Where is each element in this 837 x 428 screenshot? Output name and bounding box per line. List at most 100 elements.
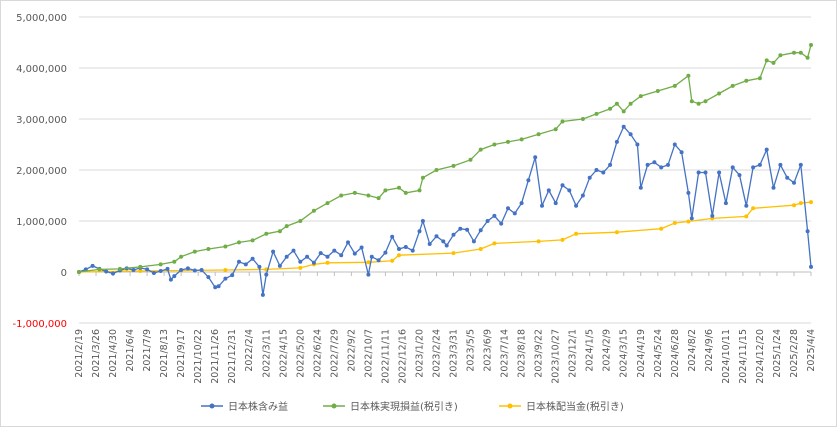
y-tick-label: 2,000,000 [16,166,67,177]
x-tick-label: 2024/12/20 [755,329,766,384]
data-point [757,76,762,81]
data-point [757,162,762,167]
x-tick-label: 2024/2/9 [602,329,613,372]
x-tick-label: 2024/3/15 [619,329,630,378]
data-point [560,183,565,188]
legend-label: 日本株配当金(税引き) [526,400,624,413]
x-tick-label: 2022/9/2 [346,329,357,372]
data-point [601,170,606,175]
data-point [546,188,551,193]
data-point [506,206,510,211]
data-point [369,254,374,259]
x-tick-label: 2025/1/24 [772,329,783,378]
data-point [764,147,769,152]
data-point [809,264,813,269]
x-tick-label: 2024/10/11 [721,329,732,384]
data-point [237,240,241,245]
data-point [403,190,408,195]
data-point [77,270,81,274]
data-point [519,137,524,142]
x-tick-label: 2024/1/5 [585,329,596,372]
x-tick-label: 2024/9/6 [704,329,715,372]
data-point [158,269,163,273]
x-tick-label: 2021/12/31 [227,329,238,384]
data-point [540,203,544,208]
data-point [686,73,691,78]
legend-swatch-marker [507,403,513,409]
data-point [621,124,626,129]
y-tick-label: 0 [61,268,67,279]
data-point [237,259,241,264]
data-point [165,266,170,271]
data-point [659,226,664,231]
x-tick-label: 2023/5/5 [466,329,477,372]
data-point [744,203,749,208]
data-point [298,259,303,264]
data-point [352,251,357,256]
data-point [417,229,422,234]
data-point [397,247,401,251]
data-point [506,139,510,144]
data-point [284,224,289,229]
data-point [158,262,163,267]
x-axis-ticks: 2021/2/19 2021/3/26 2021/4/30 2021/6/4 2021/… [74,271,817,384]
x-tick-label: 2021/2/19 [74,329,85,378]
data-point [192,249,197,254]
data-point [580,117,585,121]
data-point [111,271,115,276]
x-tick-label: 2021/10/22 [193,329,204,384]
data-point [427,242,432,246]
data-point [250,238,255,243]
data-point [574,231,579,236]
data-point [138,269,143,273]
x-tick-label: 2021/7/9 [142,329,153,372]
x-tick-label: 2023/7/14 [500,329,511,378]
data-point [686,219,691,224]
x-tick-label: 2022/10/7 [363,329,374,378]
data-point [383,250,388,255]
x-tick-label: 2024/5/24 [653,329,664,378]
x-tick-label: 2023/8/18 [517,329,528,378]
data-point [686,190,691,195]
data-point [284,254,289,259]
y-tick-label: -1,000,000 [12,319,67,330]
data-point [574,203,579,208]
data-point [771,185,776,190]
x-tick-label: 2022/2/4 [244,329,255,372]
series-3 [77,200,813,274]
x-tick-label: 2022/5/20 [295,329,306,378]
data-point [420,175,425,180]
data-point [397,253,401,258]
data-point [798,162,803,167]
legend-label: 日本株実現損益(税引き) [350,400,458,413]
data-point [131,268,136,272]
data-point [366,260,371,265]
legend-label: 日本株含み益 [228,400,288,413]
data-point [645,162,650,167]
y-tick-label: 3,000,000 [16,115,67,126]
data-point [536,239,541,244]
data-point [397,185,401,190]
data-point [434,168,439,172]
data-point [434,234,439,239]
data-point [192,268,197,273]
data-point [451,232,456,237]
data-point [410,248,415,253]
x-tick-label: 2021/9/17 [176,329,187,378]
data-point [168,277,173,282]
data-point [567,188,572,193]
data-point [403,245,408,249]
data-point [499,221,504,226]
series-1 [77,124,813,297]
data-point [179,268,184,272]
x-tick-label: 2022/4/15 [278,329,289,378]
data-point [723,201,728,206]
data-point [172,259,177,264]
x-tick-label: 2021/3/26 [91,329,102,378]
data-point [628,101,633,106]
legend-swatch-marker [331,403,337,409]
series-2 [77,43,813,274]
data-point [614,230,619,235]
